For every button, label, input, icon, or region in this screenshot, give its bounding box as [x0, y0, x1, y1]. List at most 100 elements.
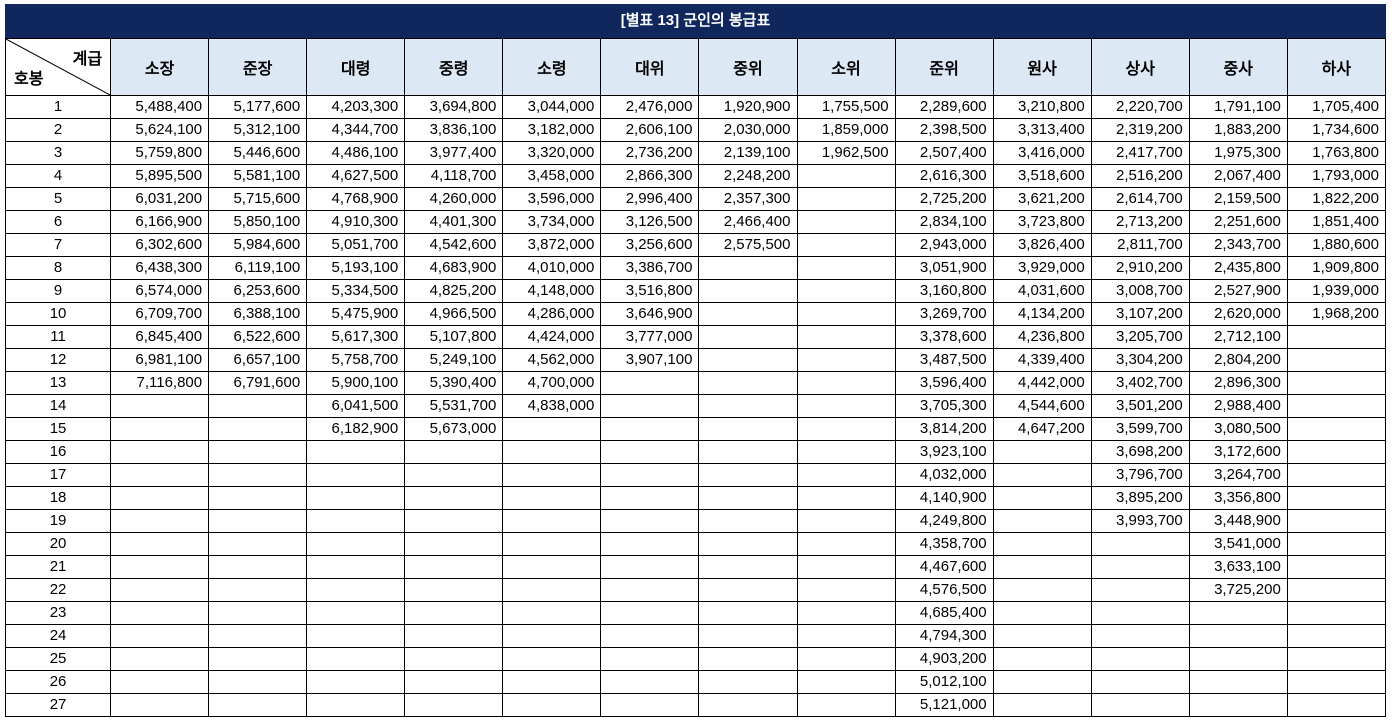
salary-cell [698, 394, 798, 418]
salary-cell [992, 578, 1092, 602]
salary-cell: 4,339,400 [992, 348, 1092, 372]
salary-cell [698, 670, 798, 694]
salary-cell [1188, 601, 1288, 625]
salary-cell: 5,177,600 [208, 95, 308, 119]
table-row: 14 6,041,500 5,531,700 4,838,000 3,705,300 4,… [4, 394, 1387, 418]
step-number: 4 [4, 164, 112, 188]
salary-cell: 3,694,800 [404, 95, 504, 119]
salary-cell [600, 670, 700, 694]
step-number: 11 [4, 325, 112, 349]
salary-cell [110, 509, 210, 533]
salary-cell: 2,030,000 [698, 118, 798, 142]
salary-cell: 2,575,500 [698, 233, 798, 257]
salary-cell: 4,838,000 [502, 394, 602, 418]
salary-cell: 3,725,200 [1188, 578, 1288, 602]
salary-cell: 4,134,200 [992, 302, 1092, 326]
salary-cell: 3,182,000 [502, 118, 602, 142]
salary-cell [992, 647, 1092, 671]
table-row: 22 4,576,500 3,725,200 [4, 578, 1387, 602]
salary-cell: 4,148,000 [502, 279, 602, 303]
salary-cell [306, 509, 406, 533]
salary-cell [502, 486, 602, 510]
salary-cell: 5,531,700 [404, 394, 504, 418]
salary-cell [404, 555, 504, 579]
salary-cell: 3,313,400 [992, 118, 1092, 142]
table-row: 6 6,166,900 5,850,100 4,910,300 4,401,300 3,7… [4, 210, 1387, 234]
salary-cell [992, 670, 1092, 694]
step-number: 24 [4, 624, 112, 648]
salary-cell [796, 325, 896, 349]
salary-cell: 3,929,000 [992, 256, 1092, 280]
salary-cell: 2,319,200 [1090, 118, 1190, 142]
salary-cell: 1,962,500 [796, 141, 896, 165]
salary-cell: 4,794,300 [894, 624, 994, 648]
salary-cell [110, 417, 210, 441]
salary-cell: 3,416,000 [992, 141, 1092, 165]
salary-cell: 4,358,700 [894, 532, 994, 556]
salary-cell: 1,791,100 [1188, 95, 1288, 119]
salary-cell [1286, 647, 1387, 671]
salary-cell [1286, 624, 1387, 648]
salary-cell [796, 440, 896, 464]
table-row: 18 4,140,900 3,895,200 3,356,800 [4, 486, 1387, 510]
salary-cell: 1,909,800 [1286, 256, 1387, 280]
salary-cell [1286, 601, 1387, 625]
salary-cell: 3,160,800 [894, 279, 994, 303]
salary-cell [1188, 624, 1288, 648]
salary-cell: 3,448,900 [1188, 509, 1288, 533]
table-row: 11 6,845,400 6,522,600 5,617,300 5,107,800 4,… [4, 325, 1387, 349]
salary-cell [404, 509, 504, 533]
salary-cell [796, 394, 896, 418]
salary-cell [404, 693, 504, 717]
salary-cell: 3,205,700 [1090, 325, 1190, 349]
grade-header: 소령 [502, 38, 602, 96]
salary-cell: 2,466,400 [698, 210, 798, 234]
salary-cell: 3,633,100 [1188, 555, 1288, 579]
salary-cell [796, 210, 896, 234]
salary-cell [796, 670, 896, 694]
salary-cell [796, 371, 896, 395]
salary-cell [698, 348, 798, 372]
salary-cell: 6,182,900 [306, 417, 406, 441]
salary-cell [1090, 624, 1190, 648]
salary-cell [1286, 486, 1387, 510]
salary-cell [404, 532, 504, 556]
salary-cell [1188, 647, 1288, 671]
table-row: 17 4,032,000 3,796,700 3,264,700 [4, 463, 1387, 487]
salary-cell: 4,032,000 [894, 463, 994, 487]
salary-cell [1090, 555, 1190, 579]
salary-cell [404, 647, 504, 671]
salary-cell: 5,984,600 [208, 233, 308, 257]
salary-cell [600, 601, 700, 625]
salary-cell: 5,488,400 [110, 95, 210, 119]
grade-header: 상사 [1090, 38, 1190, 96]
salary-cell [502, 693, 602, 717]
salary-cell [698, 578, 798, 602]
salary-cell [502, 578, 602, 602]
salary-cell: 1,883,200 [1188, 118, 1288, 142]
step-number: 12 [4, 348, 112, 372]
salary-cell [600, 693, 700, 717]
step-number: 14 [4, 394, 112, 418]
salary-cell: 3,386,700 [600, 256, 700, 280]
salary-cell: 5,051,700 [306, 233, 406, 257]
salary-cell: 4,683,900 [404, 256, 504, 280]
salary-cell: 3,516,800 [600, 279, 700, 303]
salary-cell: 4,249,800 [894, 509, 994, 533]
salary-cell [306, 601, 406, 625]
salary-cell: 6,522,600 [208, 325, 308, 349]
salary-cell: 2,943,000 [894, 233, 994, 257]
table-row: 12 6,981,100 6,657,100 5,758,700 5,249,100 4,… [4, 348, 1387, 372]
step-number: 22 [4, 578, 112, 602]
salary-cell: 3,646,900 [600, 302, 700, 326]
salary-cell [796, 693, 896, 717]
salary-cell: 3,304,200 [1090, 348, 1190, 372]
salary-cell [110, 486, 210, 510]
grade-header: 하사 [1286, 38, 1387, 96]
salary-cell: 1,755,500 [796, 95, 896, 119]
salary-cell [110, 647, 210, 671]
salary-cell [600, 371, 700, 395]
salary-cell: 4,544,600 [992, 394, 1092, 418]
salary-cell: 3,458,000 [502, 164, 602, 188]
salary-cell: 4,903,200 [894, 647, 994, 671]
